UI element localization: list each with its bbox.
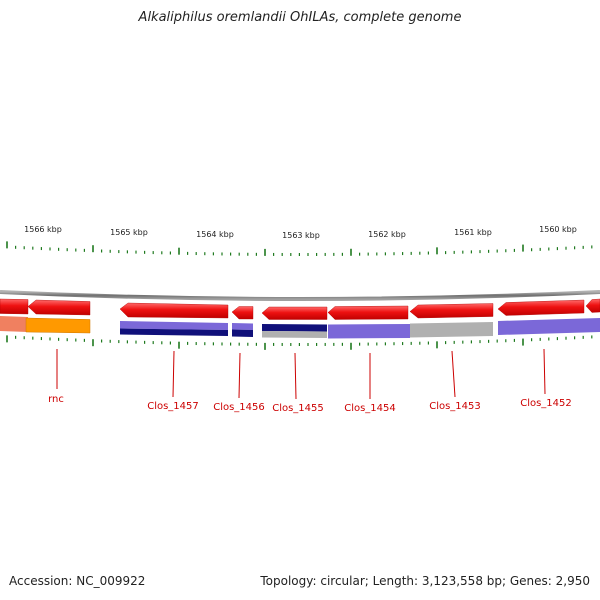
cog-band bbox=[498, 318, 600, 335]
ruler-label: 1561 kbp bbox=[454, 228, 492, 237]
ruler-label: 1565 kbp bbox=[110, 228, 148, 237]
gene-arrow bbox=[231, 306, 254, 320]
gene-arrows bbox=[0, 298, 600, 320]
ruler-label: 1564 kbp bbox=[196, 230, 234, 239]
gene-arrow bbox=[119, 302, 229, 319]
gene-label: Clos_1454 bbox=[344, 403, 396, 414]
leader-line bbox=[294, 352, 297, 400]
gene-arrow bbox=[585, 298, 600, 313]
leader-line bbox=[543, 348, 546, 395]
ruler-label: 1560 kbp bbox=[539, 225, 577, 234]
gene-arrow bbox=[0, 298, 29, 315]
cog-band bbox=[328, 324, 410, 339]
gene-arrow bbox=[327, 305, 409, 320]
cog-band bbox=[232, 323, 253, 330]
cog-band bbox=[262, 331, 327, 338]
genome-backbone bbox=[0, 290, 600, 301]
gene-label: Clos_1456 bbox=[213, 402, 265, 413]
ruler-label: 1566 kbp bbox=[24, 225, 62, 234]
ruler-labels: 1566 kbp 1565 kbp 1564 kbp 1563 kbp 1562… bbox=[24, 225, 577, 240]
gene-arrow bbox=[261, 306, 328, 320]
gene-arrow bbox=[409, 303, 494, 319]
ruler-ticks-top bbox=[6, 241, 593, 256]
accession-text: Accession: NC_009922 bbox=[9, 574, 146, 588]
ruler-label: 1562 kbp bbox=[368, 230, 406, 239]
cog-band bbox=[0, 316, 28, 332]
cog-band bbox=[232, 329, 253, 337]
gene-label: Clos_1452 bbox=[520, 398, 572, 409]
gene-label: Clos_1455 bbox=[272, 403, 324, 414]
gene-label: Clos_1453 bbox=[429, 401, 481, 412]
cog-band bbox=[120, 321, 228, 330]
gene-label: Clos_1457 bbox=[147, 401, 199, 412]
leader-line bbox=[238, 352, 241, 399]
ruler-ticks-bottom bbox=[6, 335, 593, 350]
gene-arrow bbox=[497, 299, 585, 316]
cog-band bbox=[25, 317, 91, 334]
gene-labels: rnc Clos_1457 Clos_1456 Clos_1455 Clos_1… bbox=[48, 394, 572, 414]
cog-band bbox=[410, 322, 493, 338]
leader-line bbox=[451, 350, 456, 398]
cog-bands bbox=[0, 316, 600, 339]
gene-label: rnc bbox=[48, 394, 64, 405]
cog-band bbox=[262, 324, 327, 332]
gene-leader-lines bbox=[56, 348, 546, 400]
cog-band bbox=[120, 328, 228, 336]
leader-line bbox=[172, 350, 175, 398]
map-title: Alkaliphilus oremlandii OhILAs, complete… bbox=[138, 10, 462, 25]
ruler-label: 1563 kbp bbox=[282, 231, 320, 240]
summary-text: Topology: circular; Length: 3,123,558 bp… bbox=[260, 574, 590, 588]
gene-arrow bbox=[27, 299, 91, 316]
